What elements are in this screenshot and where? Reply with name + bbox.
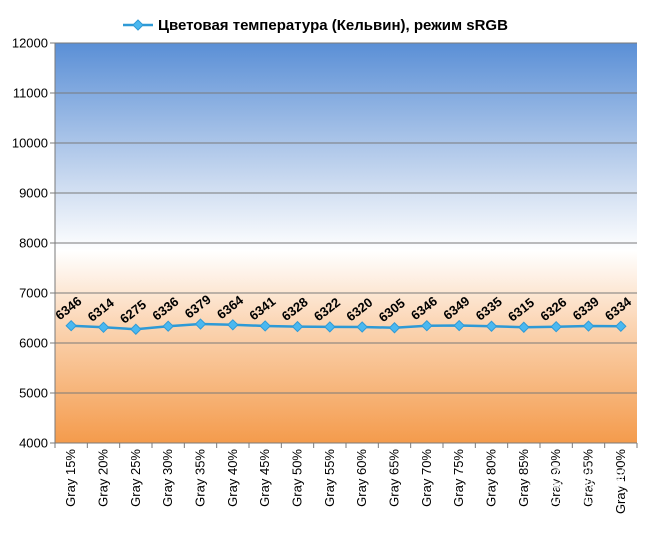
data-point <box>421 319 433 332</box>
y-axis: 4000 5000 6000 7000 8000 9000 10000 11000 12000 <box>12 36 56 451</box>
watermark-logo: 3DNEWS Daily Digital Digest <box>529 460 654 507</box>
watermark-brand: 3DNEWS <box>530 461 654 494</box>
y-tick-label: 12000 <box>12 36 48 51</box>
data-point <box>324 321 336 333</box>
data-point <box>97 321 110 334</box>
y-tick-label: 5000 <box>19 386 48 401</box>
y-tick-label: 10000 <box>12 136 48 151</box>
watermark-tagline: Daily Digital Digest <box>532 496 617 507</box>
data-point <box>518 321 530 333</box>
x-tick-label: Gray 50% <box>290 449 305 507</box>
x-tick-label: Gray 45% <box>257 449 272 507</box>
data-point <box>615 320 627 333</box>
data-point <box>130 323 142 335</box>
y-tick-label: 11000 <box>13 86 48 101</box>
x-tick-label: Gray 65% <box>387 449 402 507</box>
data-point <box>194 318 207 330</box>
x-tick-label: Gray 40% <box>225 449 240 507</box>
data-point <box>453 319 465 332</box>
data-point <box>227 319 239 331</box>
data-point <box>485 320 498 332</box>
x-tick-label: Gray 70% <box>419 449 434 507</box>
legend-label: Цветовая температура (Кельвин), режим sR… <box>158 17 508 34</box>
x-tick-label: Gray 95% <box>581 449 596 507</box>
y-tick-label: 7000 <box>19 286 48 301</box>
y-tick-label: 4000 <box>19 436 48 451</box>
x-tick-label: Gray 100% <box>613 449 628 514</box>
x-tick-label: Gray 35% <box>193 449 208 507</box>
y-tick-label: 8000 <box>19 236 48 251</box>
x-tick-label: Gray 90% <box>548 449 563 507</box>
x-tick-label: Gray 55% <box>322 449 337 507</box>
data-point <box>582 320 595 332</box>
x-tick-label: Gray 60% <box>354 449 369 507</box>
x-tick-label: Gray 25% <box>128 449 143 507</box>
x-tick-label: Gray 80% <box>484 449 499 507</box>
data-point <box>65 319 77 332</box>
data-point <box>356 321 368 333</box>
data-point <box>162 320 174 332</box>
x-tick-label: Gray 30% <box>160 449 175 507</box>
x-tick-label: Gray 75% <box>451 449 466 507</box>
x-tick-label: Gray 85% <box>516 449 531 507</box>
series-line <box>65 318 627 335</box>
y-tick-label: 9000 <box>19 186 48 201</box>
data-point <box>550 320 562 333</box>
y-tick-label: 6000 <box>19 336 48 351</box>
data-point <box>291 320 304 333</box>
x-tick-label: Gray 20% <box>96 449 111 507</box>
data-point <box>388 322 401 334</box>
x-axis: Gray 15% Gray 20% Gray 25% Gray 30% Gray 35%… <box>54 442 638 514</box>
legend: Цветовая температура (Кельвин), режим sR… <box>123 17 508 34</box>
data-point <box>259 320 271 332</box>
x-tick-label: Gray 15% <box>63 449 78 507</box>
legend-marker <box>132 19 144 31</box>
